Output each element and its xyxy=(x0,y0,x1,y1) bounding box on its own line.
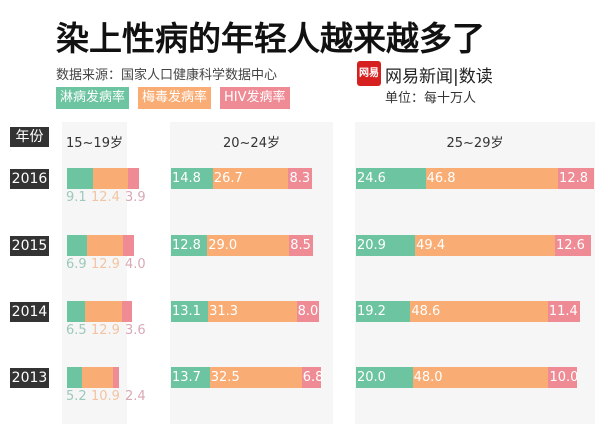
bar-segment: 20.9 xyxy=(356,235,416,256)
unit-label: 单位：每十万人 xyxy=(385,91,477,106)
bar-segment xyxy=(123,235,135,256)
bar-segment xyxy=(92,168,128,189)
year-label: 2014 xyxy=(10,302,49,322)
bar-segment: 24.6 xyxy=(356,168,426,189)
data-label: 6.5 xyxy=(66,323,87,338)
data-label: 3.9 xyxy=(125,190,146,205)
chart-title: 染上性病的年轻人越来越多了 xyxy=(56,19,485,58)
bar-segment: 19.2 xyxy=(356,301,411,322)
bar-segment: 10.0 xyxy=(548,367,578,388)
bar-segment xyxy=(127,168,139,189)
bar-segment xyxy=(67,367,82,388)
data-label: 12.4 xyxy=(91,190,120,205)
bar-segment: 12.6 xyxy=(554,235,591,256)
bar-segment xyxy=(67,301,86,322)
data-label: 12.9 xyxy=(91,323,120,338)
bar-segment: 11.4 xyxy=(547,301,581,322)
bar-segment xyxy=(86,235,124,256)
data-source: 数据来源：国家人口健康科学数据中心 xyxy=(56,68,278,83)
group-label: 20~24岁 xyxy=(223,136,280,151)
bar-segment: 6.8 xyxy=(301,367,323,388)
bar-segment: 13.7 xyxy=(171,367,210,388)
bar-segment: 8.0 xyxy=(296,301,320,322)
legend-syphilis: 梅毒发病率 xyxy=(138,87,212,109)
data-label: 2.4 xyxy=(125,389,146,404)
bar-segment xyxy=(67,168,93,189)
data-label: 5.2 xyxy=(66,389,87,404)
data-label: 4.0 xyxy=(125,257,146,272)
bar-segment: 8.3 xyxy=(288,168,312,189)
bar-segment xyxy=(67,235,87,256)
bar-segment: 48.6 xyxy=(410,301,548,322)
data-label: 10.9 xyxy=(91,389,120,404)
bar-segment: 12.8 xyxy=(558,168,595,189)
year-label: 2013 xyxy=(10,368,49,388)
bar-segment: 14.8 xyxy=(171,168,213,189)
group-label: 15~19岁 xyxy=(66,136,123,151)
bar-segment: 32.5 xyxy=(209,367,302,388)
bar-segment: 26.7 xyxy=(212,168,289,189)
bar-segment xyxy=(85,301,122,322)
bar-segment xyxy=(121,301,133,322)
data-label: 12.9 xyxy=(91,257,120,272)
bar-segment: 20.0 xyxy=(356,367,413,388)
year-header: 年份 xyxy=(10,127,49,147)
legend-gonorrhea: 淋病发病率 xyxy=(56,87,130,109)
bar-segment: 49.4 xyxy=(415,235,555,256)
group-label: 25~29岁 xyxy=(446,136,504,151)
bar-segment: 29.0 xyxy=(207,235,290,256)
bar-segment: 46.8 xyxy=(425,168,559,189)
data-label: 6.9 xyxy=(66,257,87,272)
brand-name: 网易新闻|数读 xyxy=(385,67,493,87)
bar-segment xyxy=(81,367,113,388)
legend-hiv: HIV发病率 xyxy=(220,87,290,109)
bar-segment: 48.0 xyxy=(412,367,549,388)
year-label: 2016 xyxy=(10,169,49,189)
netease-logo: 网易 xyxy=(357,61,381,86)
bar-segment: 13.1 xyxy=(171,301,209,322)
year-label: 2015 xyxy=(10,236,49,256)
bar-segment xyxy=(112,367,120,388)
data-label: 3.6 xyxy=(125,323,146,338)
data-label: 9.1 xyxy=(66,190,87,205)
bar-segment: 31.3 xyxy=(208,301,297,322)
bar-segment: 12.8 xyxy=(171,235,208,256)
bar-segment: 8.5 xyxy=(289,235,314,256)
